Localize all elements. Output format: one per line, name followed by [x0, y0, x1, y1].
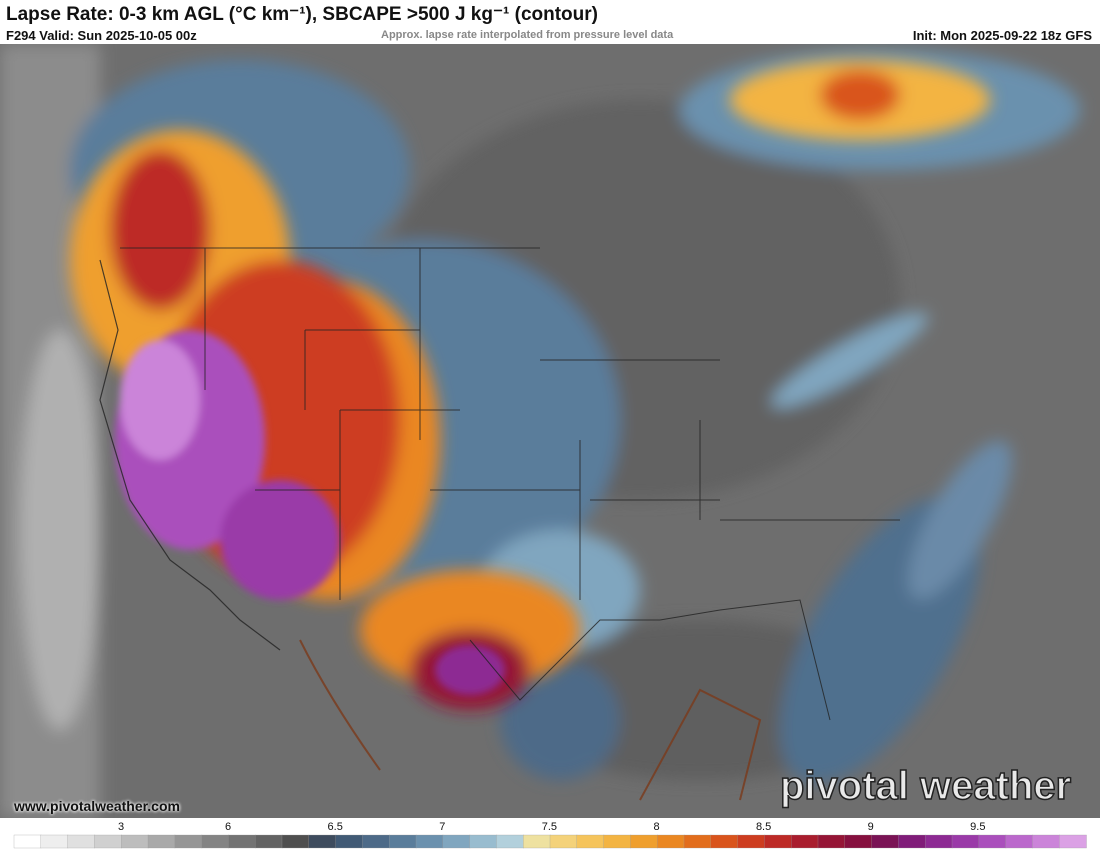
- color-swatch: [791, 834, 819, 849]
- color-swatch: [683, 834, 712, 849]
- color-swatch: [576, 834, 605, 849]
- color-swatch: [389, 834, 417, 849]
- color-swatch: [94, 834, 122, 849]
- color-swatch: [67, 834, 96, 849]
- color-swatch: [764, 834, 792, 849]
- color-swatch: [710, 834, 739, 849]
- colorbar: 3 6 6.5 7 7.5 8 8.5 9 9.5: [13, 821, 1087, 849]
- color-swatch: [174, 834, 203, 849]
- color-swatch: [281, 834, 310, 849]
- colorbar-label: 3: [118, 821, 124, 833]
- color-swatch: [362, 834, 390, 849]
- colorbar-label: 8.5: [756, 821, 771, 833]
- color-swatch: [657, 834, 685, 849]
- color-swatch: [121, 834, 149, 849]
- watermark: pivotal weather: [779, 763, 1072, 809]
- color-swatch: [523, 834, 551, 849]
- title: Lapse Rate: 0-3 km AGL (°C km⁻¹), SBCAPE…: [6, 4, 598, 25]
- color-swatch: [442, 834, 471, 849]
- note: Approx. lapse rate interpolated from pre…: [381, 29, 674, 41]
- color-swatch: [630, 834, 658, 849]
- color-swatch: [817, 834, 846, 849]
- colorbar-label: 6: [225, 821, 231, 833]
- color-swatch: [603, 834, 632, 849]
- colorbar-label: 7.5: [542, 821, 557, 833]
- color-swatch: [844, 834, 873, 849]
- color-swatch: [255, 834, 283, 849]
- color-swatch: [549, 834, 578, 849]
- color-swatch: [496, 834, 524, 849]
- color-swatch: [925, 834, 953, 849]
- color-swatch: [871, 834, 900, 849]
- valid-time: F294 Valid: Sun 2025-10-05 00z: [6, 28, 197, 43]
- colorbar-label: 9: [868, 821, 874, 833]
- color-swatch: [13, 834, 42, 849]
- color-swatch: [147, 834, 176, 849]
- colorbar-label: 8: [653, 821, 659, 833]
- colorbar-label: 6.5: [328, 821, 343, 833]
- color-swatch: [1005, 834, 1034, 849]
- colorbar-label: 9.5: [970, 821, 985, 833]
- color-swatch: [469, 834, 498, 849]
- color-swatch: [737, 834, 766, 849]
- color-swatch: [978, 834, 1007, 849]
- map: [0, 44, 1100, 818]
- color-swatch: [308, 834, 337, 849]
- color-swatch: [951, 834, 980, 849]
- color-swatch: [201, 834, 230, 849]
- color-swatch: [40, 834, 69, 849]
- color-swatch: [415, 834, 444, 849]
- init-time: Init: Mon 2025-09-22 18z GFS: [912, 28, 1092, 43]
- color-swatch: [1059, 834, 1087, 849]
- colorbar-label: 7: [439, 821, 445, 833]
- color-swatch: [335, 834, 364, 849]
- color-swatch: [1032, 834, 1060, 849]
- source-url[interactable]: www.pivotalweather.com: [14, 798, 180, 814]
- color-swatch: [898, 834, 926, 849]
- color-swatch: [228, 834, 256, 849]
